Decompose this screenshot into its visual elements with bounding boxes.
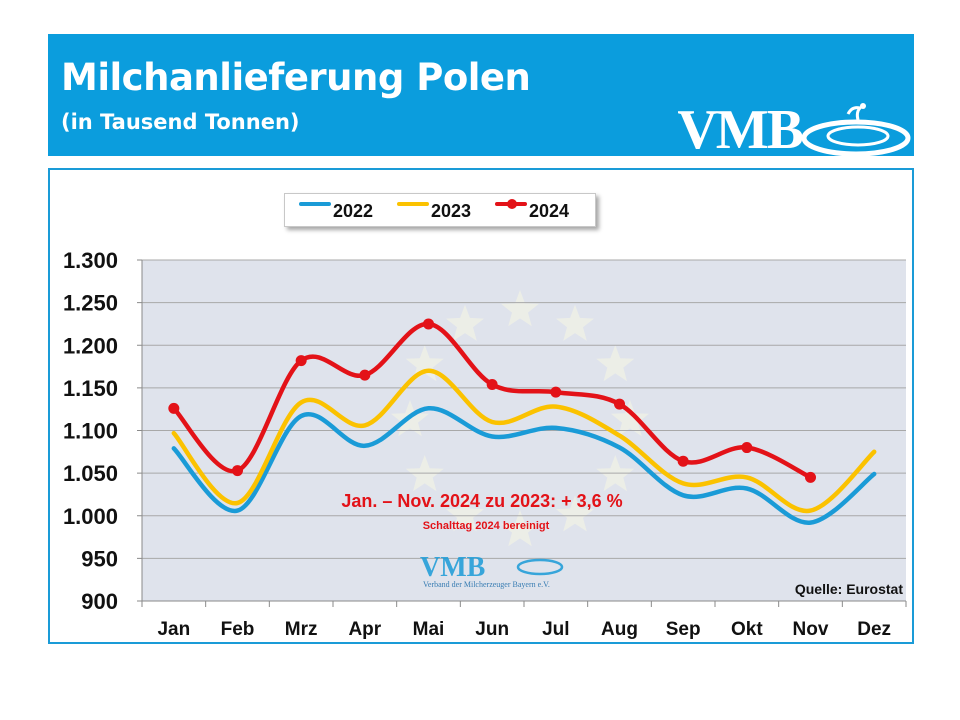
- y-axis: 900 950 1.000 1.050 1.100 1.150 1.200 1.250 1.30…: [63, 248, 143, 614]
- point-2024-aug: [614, 398, 625, 410]
- eu-star-11: [556, 304, 594, 341]
- series-lines: [168, 318, 877, 525]
- y-tick-label-900: 900: [81, 589, 118, 614]
- header-banner: Milchanlieferung Polen (in Tausend Tonne…: [48, 34, 914, 161]
- legend-marker-2024: [507, 199, 517, 209]
- chart-subtitle: (in Tausend Tonnen): [61, 110, 300, 134]
- x-tick-label-okt: Okt: [731, 619, 763, 640]
- legend-label-2022: 2022: [333, 201, 374, 221]
- x-tick-label-feb: Feb: [221, 619, 255, 640]
- annotation-note: Schalttag 2024 bereinigt: [423, 520, 550, 532]
- x-tick-label-apr: Apr: [348, 619, 381, 640]
- x-tick-label-nov: Nov: [793, 619, 829, 640]
- eu-star-4: [501, 510, 539, 547]
- legend-swatch-2022: [299, 202, 331, 206]
- x-tick-label-jun: Jun: [475, 619, 509, 640]
- vmb-watermark: VMB Verband der Milcherzeuger Bayern e.V…: [420, 552, 564, 589]
- series-line-2024: [171, 321, 813, 480]
- eu-star-10: [501, 290, 539, 327]
- point-2024-jan: [168, 402, 180, 414]
- source-label: Quelle: Eurostat: [795, 581, 903, 597]
- y-tick-label-1100: 1.100: [63, 419, 118, 444]
- series-line-2023: [171, 368, 877, 514]
- point-2024-okt: [741, 442, 753, 454]
- x-tick-label-mrz: Mrz: [285, 619, 318, 640]
- point-2024-jul: [550, 386, 562, 398]
- point-2024-feb: [232, 465, 243, 477]
- x-tick-label-mai: Mai: [413, 619, 445, 640]
- y-tick-label-1250: 1.250: [63, 291, 118, 316]
- y-tick-label-1200: 1.200: [63, 333, 118, 358]
- x-tick-label-jan: Jan: [157, 619, 190, 640]
- x-tick-label-jul: Jul: [542, 619, 569, 640]
- x-tick-label-aug: Aug: [601, 619, 638, 640]
- point-2024-mai: [423, 318, 434, 330]
- y-tick-label-1050: 1.050: [63, 461, 118, 486]
- eu-star-1: [611, 400, 649, 437]
- point-2024-nov: [805, 471, 816, 483]
- point-2024-jun: [486, 378, 498, 390]
- y-tick-label-1000: 1.000: [63, 504, 118, 529]
- annotation-main: Jan. – Nov. 2024 zu 2023: + 3,6 %: [341, 491, 622, 511]
- y-tick-label-950: 950: [81, 546, 118, 571]
- chart-title: Milchanlieferung Polen: [61, 56, 531, 99]
- point-2024-apr: [359, 369, 371, 381]
- legend-label-2023: 2023: [431, 201, 472, 221]
- eu-star-9: [446, 304, 484, 341]
- eu-star-3: [556, 495, 594, 532]
- vmb-logo: VMB: [677, 99, 804, 161]
- y-tick-label-1150: 1.150: [63, 376, 118, 401]
- vmb-swoosh-icon: [801, 103, 911, 157]
- legend: 2022 2023 2024: [284, 193, 596, 227]
- point-2024-mrz: [295, 355, 307, 367]
- legend-label-2024: 2024: [529, 201, 570, 221]
- x-axis: Jan Feb Mrz Apr Mai Jun Jul Aug Sep Okt Nov Dez: [141, 600, 907, 640]
- point-2024-sep: [677, 455, 689, 467]
- watermark-caption: Verband der Milcherzeuger Bayern e.V.: [423, 580, 550, 589]
- legend-swatch-2023: [397, 202, 429, 206]
- watermark-swoosh-icon: [516, 558, 564, 576]
- eu-star-8: [405, 345, 444, 382]
- x-tick-label-dez: Dez: [857, 619, 891, 640]
- watermark-logo: VMB: [420, 552, 485, 583]
- y-tick-label-1300: 1.300: [63, 248, 118, 273]
- x-tick-label-sep: Sep: [666, 619, 701, 640]
- legend-swatch-2024: [495, 194, 529, 226]
- series-line-2022: [171, 406, 877, 525]
- eu-star-12: [596, 345, 635, 382]
- eu-star-5: [446, 495, 484, 532]
